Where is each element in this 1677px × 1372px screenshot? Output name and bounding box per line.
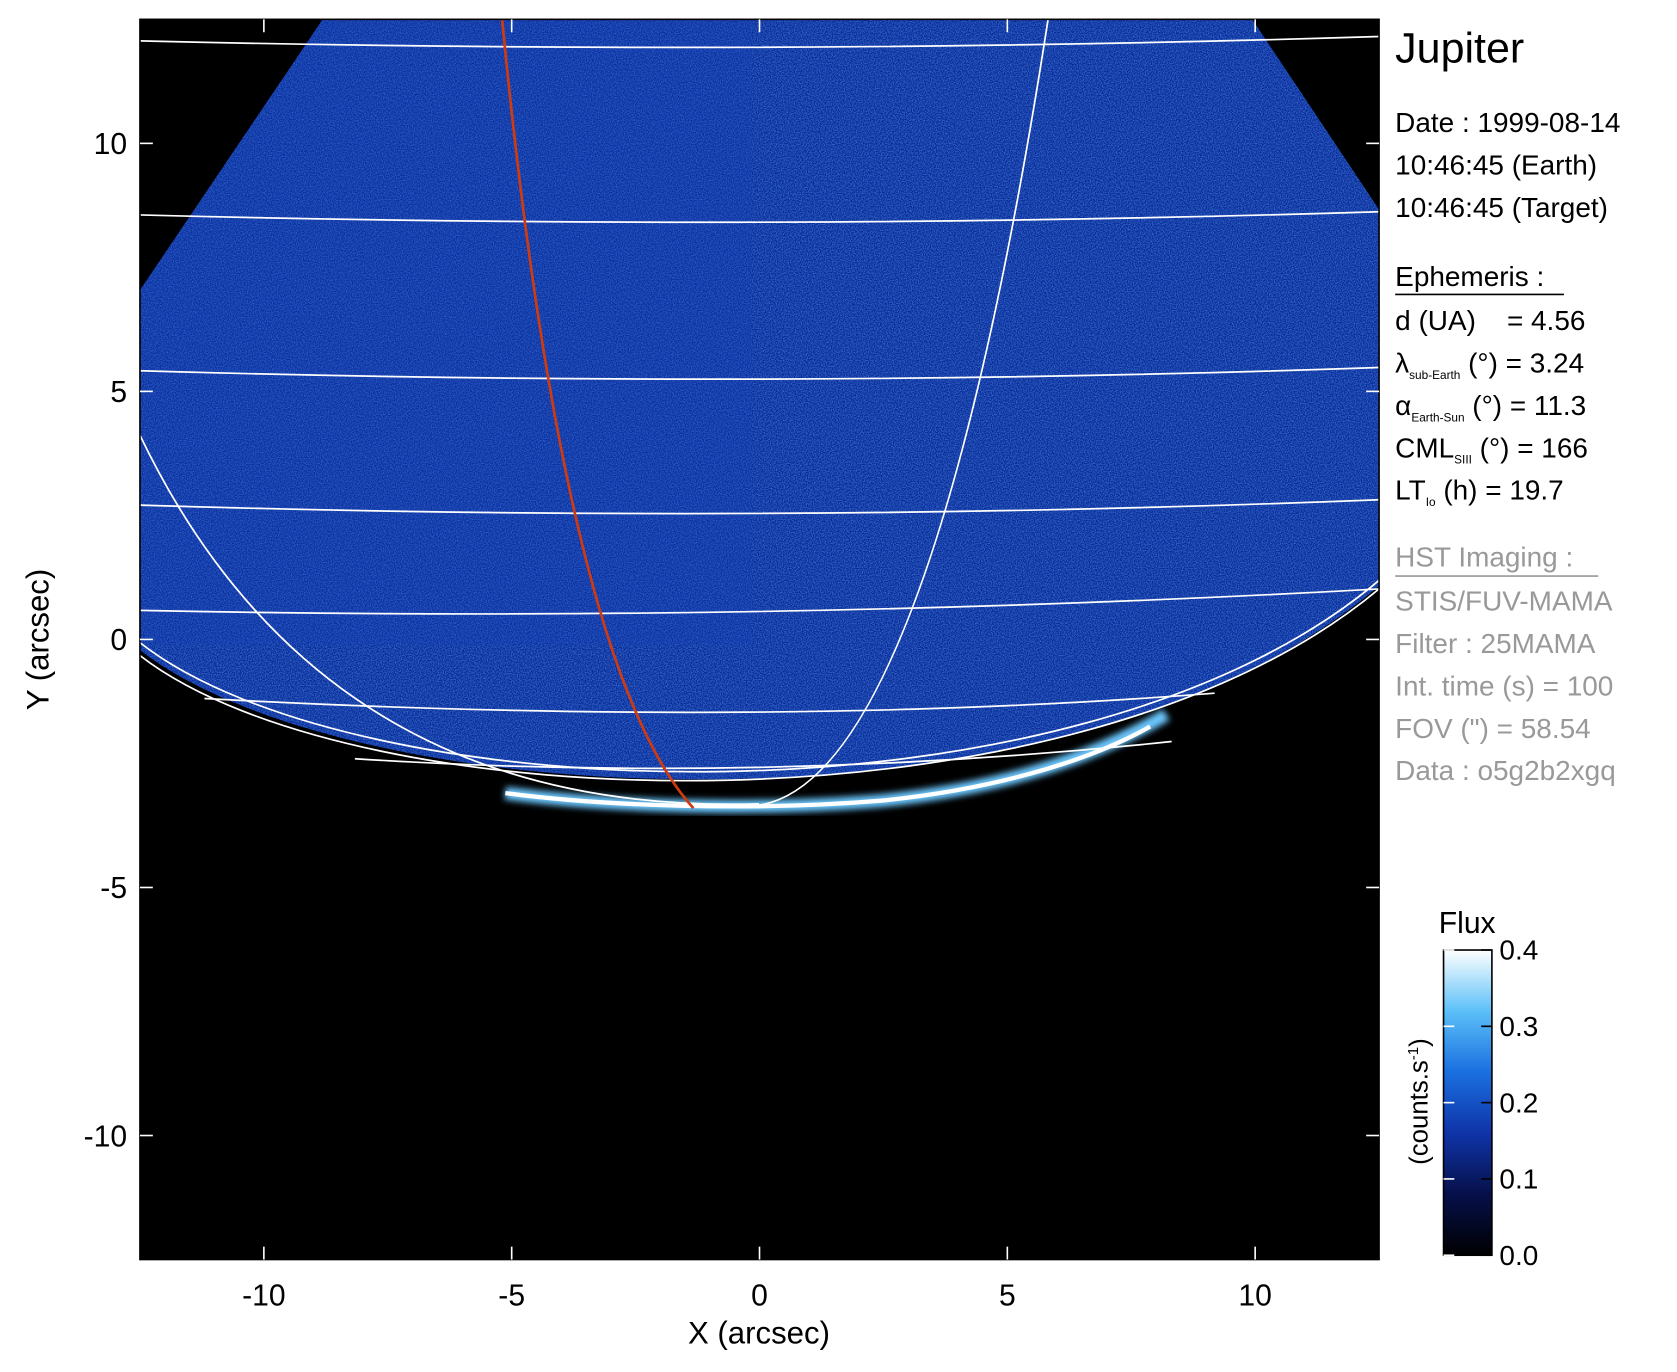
ephemeris-symbol: CML — [1395, 432, 1454, 463]
instrument-line: Filter : 25MAMA — [1395, 628, 1596, 659]
date-line: Date : 1999-08-14 — [1395, 107, 1620, 138]
ephemeris-subscript: Earth-Sun — [1411, 410, 1464, 424]
instrument-heading: HST Imaging : — [1395, 541, 1573, 572]
ephemeris-value: (h) = 19.7 — [1436, 475, 1564, 506]
colorbar-tick-label: 0.0 — [1499, 1240, 1538, 1271]
ephemeris-item: αEarth-Sun (°) = 11.3 — [1395, 390, 1586, 424]
ephemeris-value: (°) = 11.3 — [1465, 390, 1587, 421]
colorbar-tick-label: 0.1 — [1499, 1164, 1538, 1195]
y-tick-label: -5 — [100, 872, 127, 905]
y-axis-label: Y (arcsec) — [21, 569, 56, 710]
x-tick-label: -10 — [242, 1280, 285, 1313]
y-tick-label: -10 — [84, 1120, 127, 1153]
y-tick-label: 10 — [94, 128, 127, 161]
ephemeris-symbol: α — [1395, 390, 1411, 421]
ephemeris-value: (°) = 166 — [1472, 432, 1588, 463]
planet-title: Jupiter — [1395, 24, 1524, 72]
colorbar-tick-label: 0.3 — [1499, 1011, 1538, 1042]
ephemeris-heading: Ephemeris : — [1395, 261, 1544, 292]
aurora — [505, 724, 1152, 809]
colorbar-label-part: -1 — [1405, 1047, 1422, 1060]
grid-overlay — [139, 19, 1380, 807]
ephemeris-value: d (UA) = 4.56 — [1395, 305, 1585, 336]
colorbar-tick-label: 0.4 — [1499, 935, 1538, 966]
ephemeris-symbol: LT — [1395, 475, 1426, 506]
ephemeris-subscript: sub-Earth — [1409, 368, 1460, 382]
reference-meridian — [500, 19, 695, 810]
ephemeris-item: LTIo (h) = 19.7 — [1395, 475, 1564, 509]
disk-shading — [139, 19, 753, 645]
x-tick-label: 10 — [1238, 1280, 1271, 1313]
ephemeris-symbol: λ — [1395, 347, 1409, 378]
ephemeris-subscript: SIII — [1454, 453, 1472, 467]
planet-disk — [139, 19, 1380, 780]
y-tick-label: 0 — [110, 624, 127, 657]
ephemeris-value: (°) = 3.24 — [1460, 347, 1584, 378]
colorbar-tick-label: 0.2 — [1499, 1087, 1538, 1118]
instrument-line: STIS/FUV-MAMA — [1395, 585, 1613, 616]
x-tick-label: 5 — [999, 1280, 1016, 1313]
date-line: 10:46:45 (Earth) — [1395, 150, 1597, 181]
x-tick-label: -5 — [498, 1280, 525, 1313]
date-line: 10:46:45 (Target) — [1395, 192, 1608, 223]
y-tick-label: 5 — [110, 376, 127, 409]
x-tick-label: 0 — [751, 1280, 768, 1313]
ephemeris-item: CMLSIII (°) = 166 — [1395, 432, 1588, 466]
colorbar-label: (counts.s-1) — [1405, 1038, 1434, 1165]
instrument-line: FOV (") = 58.54 — [1395, 713, 1590, 744]
colorbar-label-part: ) — [1405, 1038, 1433, 1047]
instrument-line: Data : o5g2b2xgq — [1395, 755, 1616, 786]
instrument-line: Int. time (s) = 100 — [1395, 670, 1613, 701]
ephemeris-subscript: Io — [1426, 495, 1436, 509]
colorbar-title: Flux — [1439, 907, 1496, 940]
image — [139, 19, 1380, 1260]
ephemeris-item: d (UA) = 4.56 — [1395, 305, 1585, 336]
ephemeris-item: λsub-Earth (°) = 3.24 — [1395, 347, 1584, 381]
colorbar-label-part: (counts.s — [1405, 1060, 1433, 1165]
x-axis-label: X (arcsec) — [688, 1315, 830, 1350]
